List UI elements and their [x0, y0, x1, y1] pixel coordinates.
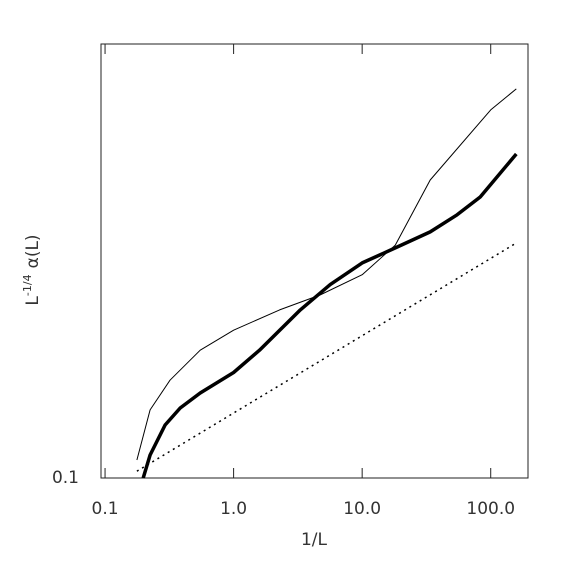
y-label-exponent: -1/4 [21, 274, 34, 296]
x-tick-label: 0.1 [92, 499, 119, 519]
series-line [136, 88, 517, 461]
y-label-base: L [23, 296, 43, 306]
y-tick-label: 0.1 [52, 468, 79, 488]
y-axis-label: L-1/4 α(L) [21, 234, 43, 305]
x-tick-label: 10.0 [343, 499, 381, 519]
x-axis-label: 1/L [301, 530, 328, 550]
x-tick-label: 1.0 [220, 499, 247, 519]
series-line [136, 242, 517, 472]
plot-frame [100, 43, 529, 479]
y-label-rest: α(L) [23, 234, 43, 268]
x-tick-label: 100.0 [466, 499, 515, 519]
series-line [141, 152, 518, 479]
